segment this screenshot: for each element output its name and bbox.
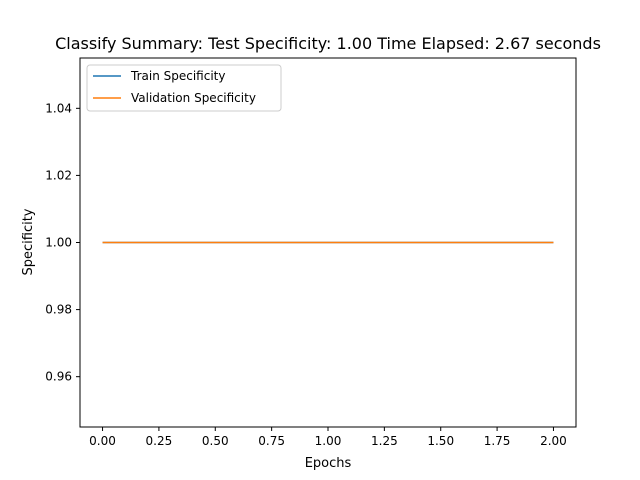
x-tick-label: 2.00: [540, 434, 567, 448]
y-tick-label: 0.98: [45, 303, 72, 317]
x-tick-label: 1.75: [484, 434, 511, 448]
x-tick-label: 0.00: [89, 434, 116, 448]
y-tick-label: 1.02: [45, 168, 72, 182]
legend: Train Specificity Validation Specificity: [86, 64, 282, 112]
x-tick-label: 1.50: [427, 434, 454, 448]
chart-title: Classify Summary: Test Specificity: 1.00…: [55, 34, 601, 53]
x-axis-label: Epochs: [305, 456, 352, 471]
y-tick-label: 1.04: [45, 101, 72, 115]
x-tick-label: 0.50: [202, 434, 229, 448]
x-tick-label: 0.25: [146, 434, 173, 448]
y-tick-label: 1.00: [45, 236, 72, 250]
y-axis-label: Specificity: [21, 208, 36, 275]
x-tick-label: 1.25: [371, 434, 398, 448]
x-tick-label: 0.75: [258, 434, 285, 448]
y-tick-label: 0.96: [45, 370, 72, 384]
x-tick-label: 1.00: [315, 434, 342, 448]
legend-label: Train Specificity: [130, 69, 225, 83]
legend-box: [86, 64, 282, 112]
x-axis: 0.00 0.25 0.50 0.75 1.00 1.25 1.50 1.75 2.00: [89, 427, 567, 448]
y-axis: 0.96 0.98 1.00 1.02 1.04: [45, 101, 80, 384]
legend-label: Validation Specificity: [131, 91, 256, 105]
